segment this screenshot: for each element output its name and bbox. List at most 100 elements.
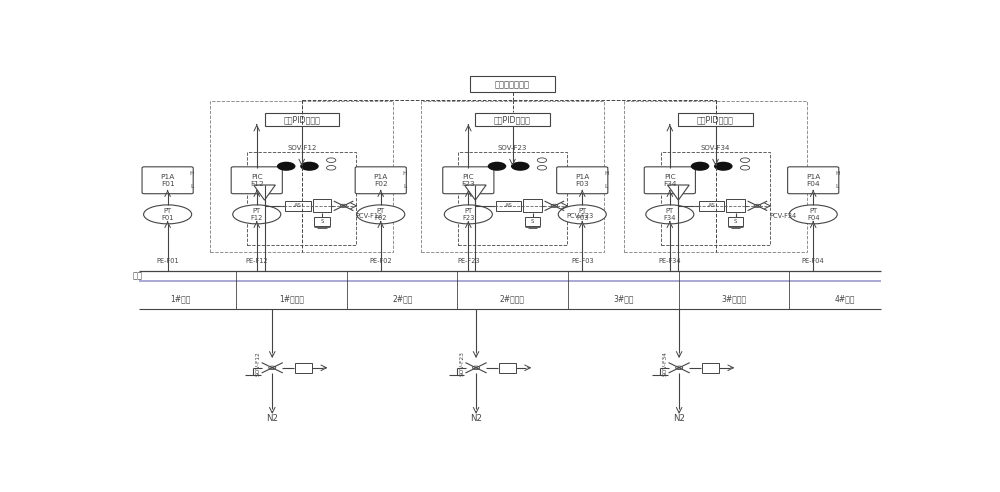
Polygon shape bbox=[254, 185, 275, 200]
Bar bbox=[264, 113, 339, 126]
Text: H: H bbox=[835, 171, 839, 176]
Bar bbox=[699, 201, 724, 211]
Text: 板带: 板带 bbox=[133, 272, 143, 281]
Text: AS: AS bbox=[505, 203, 513, 208]
Ellipse shape bbox=[144, 205, 192, 224]
Bar bbox=[458, 152, 567, 245]
Circle shape bbox=[511, 162, 530, 171]
Text: N2: N2 bbox=[266, 414, 278, 424]
Text: PE-F34: PE-F34 bbox=[659, 258, 681, 264]
Circle shape bbox=[537, 165, 547, 170]
Text: PCV-F12: PCV-F12 bbox=[355, 214, 382, 219]
Text: AS: AS bbox=[708, 203, 716, 208]
Bar bbox=[295, 363, 312, 372]
Text: PT
F23: PT F23 bbox=[462, 208, 475, 221]
Ellipse shape bbox=[646, 205, 694, 224]
Text: PT
F01: PT F01 bbox=[161, 208, 174, 221]
Text: P1A
F02: P1A F02 bbox=[374, 174, 388, 187]
Text: P1A
F01: P1A F01 bbox=[160, 174, 175, 187]
Circle shape bbox=[326, 158, 336, 162]
Bar bbox=[247, 152, 356, 245]
Ellipse shape bbox=[444, 205, 492, 224]
Bar bbox=[499, 363, 516, 372]
Text: PE-F02: PE-F02 bbox=[369, 258, 392, 264]
FancyBboxPatch shape bbox=[644, 167, 695, 194]
FancyBboxPatch shape bbox=[443, 167, 494, 194]
Bar bbox=[523, 199, 542, 213]
Text: PIC
F23: PIC F23 bbox=[462, 174, 475, 187]
Bar bbox=[470, 76, 555, 92]
Text: SOV-F34: SOV-F34 bbox=[663, 352, 668, 376]
Text: P1A
F04: P1A F04 bbox=[806, 174, 820, 187]
Circle shape bbox=[537, 158, 547, 162]
Text: L: L bbox=[605, 184, 608, 189]
Circle shape bbox=[676, 366, 683, 369]
Text: PT
F02: PT F02 bbox=[374, 208, 387, 221]
Text: PT
F34: PT F34 bbox=[664, 208, 676, 221]
Text: PE-F23: PE-F23 bbox=[457, 258, 480, 264]
Bar bbox=[726, 199, 745, 213]
Text: AS: AS bbox=[294, 203, 302, 208]
FancyBboxPatch shape bbox=[557, 167, 608, 194]
Bar bbox=[728, 217, 743, 226]
Bar bbox=[678, 113, 753, 126]
Bar bbox=[661, 152, 770, 245]
Text: 2#炉区: 2#炉区 bbox=[392, 294, 413, 303]
Bar bbox=[496, 201, 521, 211]
Polygon shape bbox=[668, 185, 689, 200]
Bar bbox=[313, 199, 331, 213]
Text: 3#隔离段: 3#隔离段 bbox=[722, 294, 747, 303]
Circle shape bbox=[691, 162, 709, 171]
FancyBboxPatch shape bbox=[788, 167, 839, 194]
Text: PCV-F34: PCV-F34 bbox=[769, 214, 796, 219]
Text: S: S bbox=[531, 219, 534, 224]
Text: PIC
F34: PIC F34 bbox=[663, 174, 677, 187]
Bar bbox=[702, 363, 719, 372]
Text: PIC
F12: PIC F12 bbox=[250, 174, 264, 187]
Text: SOV-F12: SOV-F12 bbox=[287, 145, 316, 151]
Bar bbox=[525, 217, 540, 226]
Text: PE-F01: PE-F01 bbox=[156, 258, 179, 264]
Text: 关联运算控制器: 关联运算控制器 bbox=[495, 80, 530, 89]
Text: PE-F03: PE-F03 bbox=[571, 258, 594, 264]
Circle shape bbox=[754, 204, 761, 208]
Bar bbox=[624, 101, 807, 252]
Text: 1#炉区: 1#炉区 bbox=[171, 294, 191, 303]
Text: SOV-F34: SOV-F34 bbox=[701, 145, 730, 151]
Text: PCV-F23: PCV-F23 bbox=[566, 214, 593, 219]
Text: SOV-F12: SOV-F12 bbox=[256, 352, 261, 376]
Text: N2: N2 bbox=[673, 414, 685, 424]
Text: 4#炉区: 4#炉区 bbox=[835, 294, 855, 303]
Circle shape bbox=[473, 366, 480, 369]
Text: P1A
F03: P1A F03 bbox=[575, 174, 589, 187]
Circle shape bbox=[740, 158, 750, 162]
Ellipse shape bbox=[789, 205, 837, 224]
Text: PE-F12: PE-F12 bbox=[245, 258, 268, 264]
Text: N2: N2 bbox=[470, 414, 482, 424]
Text: 1#隔离段: 1#隔离段 bbox=[279, 294, 304, 303]
Text: H: H bbox=[189, 171, 194, 176]
Circle shape bbox=[488, 162, 506, 171]
FancyBboxPatch shape bbox=[231, 167, 282, 194]
Text: PE-F04: PE-F04 bbox=[802, 258, 825, 264]
Text: S: S bbox=[734, 219, 737, 224]
Text: SOV-F23: SOV-F23 bbox=[460, 352, 465, 376]
Text: L: L bbox=[190, 184, 193, 189]
Text: S: S bbox=[320, 219, 324, 224]
Ellipse shape bbox=[357, 205, 405, 224]
Bar bbox=[314, 217, 330, 226]
Bar bbox=[421, 101, 604, 252]
Bar bbox=[285, 201, 311, 211]
Text: H: H bbox=[604, 171, 609, 176]
Circle shape bbox=[326, 165, 336, 170]
Text: H: H bbox=[403, 171, 407, 176]
Circle shape bbox=[269, 366, 276, 369]
Text: L: L bbox=[836, 184, 839, 189]
Text: PT
F03: PT F03 bbox=[576, 208, 588, 221]
Bar bbox=[210, 101, 393, 252]
Text: 3#炉区: 3#炉区 bbox=[613, 294, 634, 303]
Text: 2#隔离段: 2#隔离段 bbox=[500, 294, 525, 303]
Text: 模糊PID控制器: 模糊PID控制器 bbox=[697, 115, 734, 124]
Text: L: L bbox=[403, 184, 406, 189]
Ellipse shape bbox=[558, 205, 606, 224]
